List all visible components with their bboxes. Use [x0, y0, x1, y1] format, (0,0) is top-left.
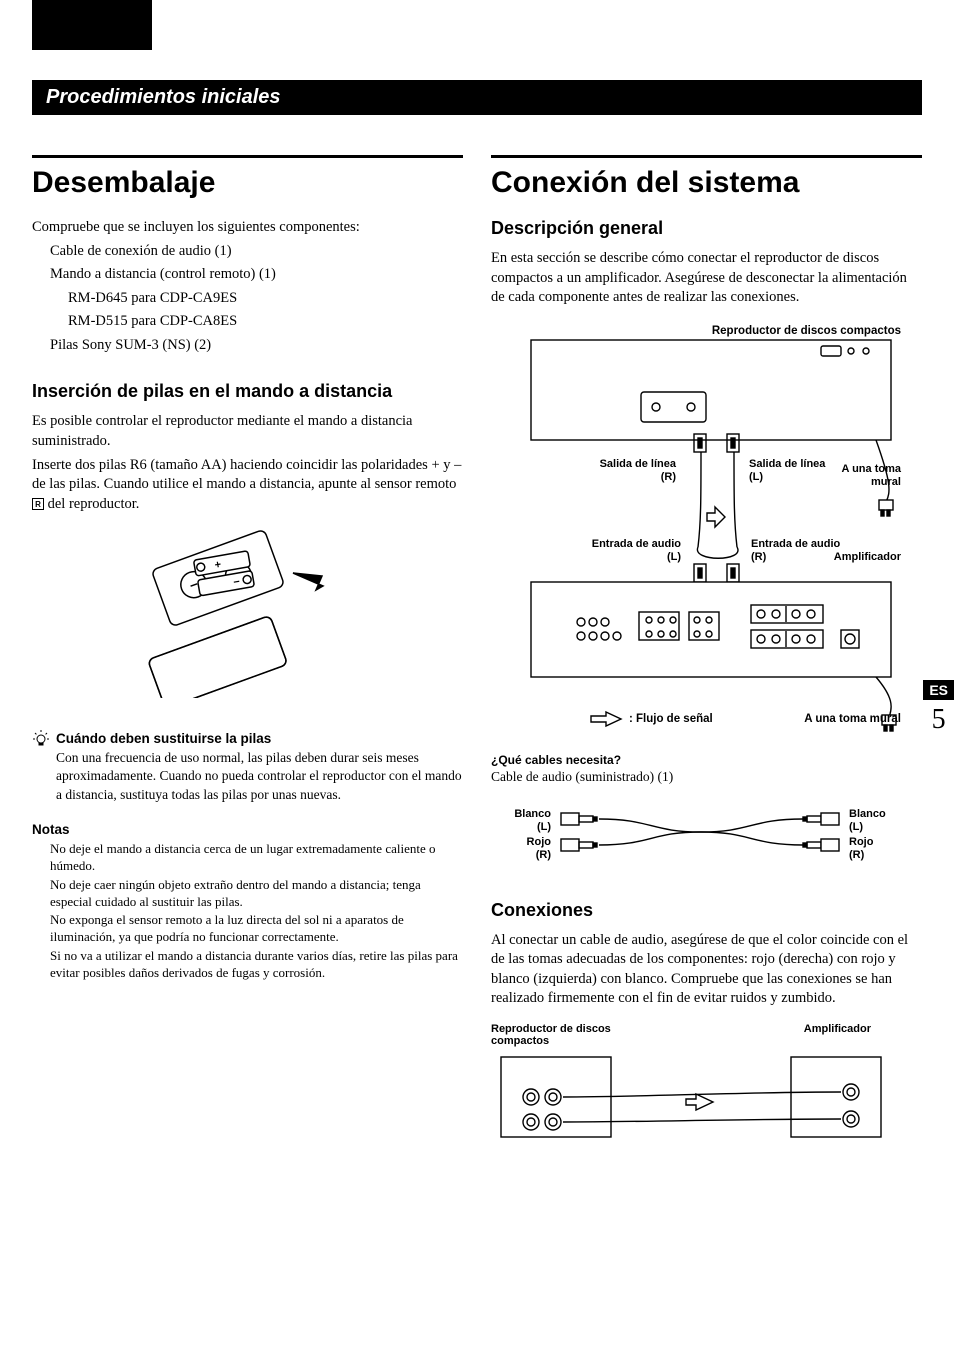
rule — [32, 155, 463, 158]
svg-text:Entrada de audio: Entrada de audio — [751, 538, 841, 550]
svg-text:(L): (L) — [749, 471, 763, 483]
list-item: Pilas Sony SUM-3 (NS) (2) — [32, 336, 463, 356]
page-side-tab: ES 5 — [923, 680, 954, 736]
left-column: Desembalaje Compruebe que se incluyen lo… — [32, 155, 463, 1158]
audio-cable-figure: Blanco (L) Rojo (R) — [491, 799, 922, 874]
list-item: RM-D645 para CDP-CA9ES — [32, 289, 463, 309]
svg-text:Blanco: Blanco — [849, 808, 886, 820]
svg-text:(R): (R) — [661, 471, 677, 483]
right-sub2-title: Conexiones — [491, 900, 922, 921]
right-column: Conexión del sistema Descripción general… — [491, 155, 922, 1158]
small-cd-label: Reproductor de discos compactos — [491, 1023, 611, 1047]
rule — [491, 155, 922, 158]
tip-body: Con una frecuencia de uso normal, las pi… — [56, 749, 463, 804]
nota-item: No exponga el sensor remoto a la luz dir… — [50, 912, 463, 946]
svg-text:(R): (R) — [751, 551, 767, 563]
svg-text:A una toma mural: A una toma mural — [804, 713, 901, 725]
cd-label: Reproductor de discos compactos — [712, 325, 901, 337]
remote-batteries-figure: − + + − — [32, 528, 463, 703]
section-bar: Procedimientos iniciales — [32, 80, 922, 115]
nota-item: No deje caer ningún objeto extraño dentr… — [50, 877, 463, 911]
sensor-icon: R — [32, 498, 44, 510]
svg-text:(L): (L) — [667, 551, 681, 563]
text: del reproductor. — [44, 496, 139, 512]
connection-diagram: Reproductor de discos compactos — [491, 322, 922, 747]
svg-text:(R): (R) — [536, 849, 552, 861]
svg-text:A una toma: A una toma — [842, 463, 902, 475]
list-item: RM-D515 para CDP-CA8ES — [32, 312, 463, 332]
svg-text:Rojo: Rojo — [527, 836, 552, 848]
cables-answer: Cable de audio (suministrado) (1) — [491, 769, 922, 785]
left-title: Desembalaje — [32, 166, 463, 200]
tip-heading: Cuándo deben sustituirse la pilas — [32, 729, 463, 747]
list-item: Cable de conexión de audio (1) — [32, 242, 463, 262]
cable-svg: Blanco (L) Rojo (R) — [491, 799, 911, 869]
notas-heading: Notas — [32, 822, 463, 837]
text: Inserte dos pilas R6 (tamaño AA) haciend… — [32, 457, 461, 493]
svg-text:(L): (L) — [849, 821, 863, 833]
nota-item: No deje el mando a distancia cerca de un… — [50, 841, 463, 875]
right-sub1-p: En esta sección se describe cómo conecta… — [491, 249, 922, 308]
svg-text:(L): (L) — [537, 821, 551, 833]
lang-badge: ES — [923, 680, 954, 700]
right-sub1-title: Descripción general — [491, 218, 922, 239]
svg-text:mural: mural — [871, 476, 901, 488]
cables-question: ¿Qué cables necesita? — [491, 753, 922, 767]
svg-text:: Flujo de señal: : Flujo de señal — [629, 713, 713, 725]
small-amp-label: Amplificador — [804, 1023, 871, 1047]
top-black-block — [32, 0, 152, 50]
connection-svg: Reproductor de discos compactos — [491, 322, 911, 742]
left-sub1-p2: Inserte dos pilas R6 (tamaño AA) haciend… — [32, 456, 463, 515]
page-number: 5 — [932, 704, 946, 736]
right-sub2-p: Al conectar un cable de audio, asegúrese… — [491, 931, 922, 1009]
tip-icon — [32, 729, 50, 747]
svg-text:Blanco: Blanco — [514, 808, 551, 820]
left-sub1-title: Inserción de pilas en el mando a distanc… — [32, 381, 463, 402]
small-connection-svg — [491, 1047, 891, 1147]
svg-text:Salida de línea: Salida de línea — [600, 458, 677, 470]
tip-title: Cuándo deben sustituirse la pilas — [56, 731, 271, 746]
remote-svg: − + + − — [98, 528, 398, 698]
section-title: Procedimientos iniciales — [46, 86, 281, 108]
svg-text:Salida de línea: Salida de línea — [749, 458, 826, 470]
list-item: Mando a distancia (control remoto) (1) — [32, 265, 463, 285]
left-sub1-p1: Es posible controlar el reproductor medi… — [32, 412, 463, 451]
two-column-layout: Desembalaje Compruebe que se incluyen lo… — [32, 155, 922, 1158]
svg-text:Rojo: Rojo — [849, 836, 874, 848]
svg-text:Entrada de audio: Entrada de audio — [592, 538, 682, 550]
nota-item: Si no va a utilizar el mando a distancia… — [50, 948, 463, 982]
right-title: Conexión del sistema — [491, 166, 922, 200]
svg-text:(R): (R) — [849, 849, 865, 861]
left-intro: Compruebe que se incluyen los siguientes… — [32, 218, 463, 238]
small-connection-figure: Reproductor de discos compactos Amplific… — [491, 1023, 922, 1152]
svg-text:Amplificador: Amplificador — [834, 551, 902, 563]
